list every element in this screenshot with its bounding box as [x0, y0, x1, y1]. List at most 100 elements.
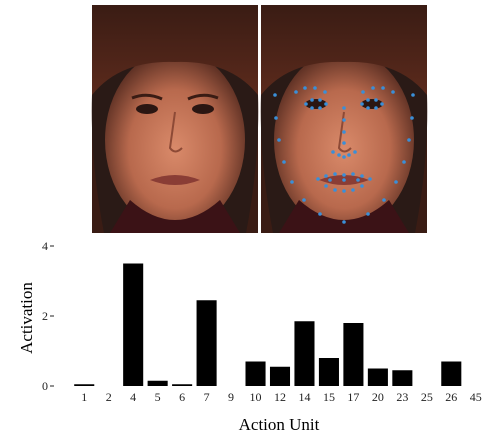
landmark-dot — [360, 184, 364, 188]
bar-au-7 — [196, 300, 217, 386]
bar-au-1 — [74, 384, 95, 386]
landmark-dot — [411, 93, 415, 97]
bar-au-23 — [392, 370, 413, 386]
landmark-dot — [366, 212, 370, 216]
landmark-dot — [302, 198, 306, 202]
x-tick-label: 6 — [179, 390, 185, 404]
landmark-dot — [342, 173, 346, 177]
landmark-dot — [331, 150, 335, 154]
landmark-dot — [323, 90, 327, 94]
y-axis-label: Activation — [17, 282, 36, 354]
bar-au-17 — [343, 323, 364, 386]
y-tick-label: 2 — [42, 309, 48, 323]
landmark-dot — [318, 106, 322, 110]
bar-au-26 — [441, 361, 462, 386]
landmark-dot — [313, 86, 317, 90]
bar-au-4 — [123, 263, 144, 386]
bar-au-14 — [294, 321, 315, 386]
face-photo-landmarks — [260, 5, 428, 233]
landmark-dot — [324, 184, 328, 188]
x-tick-label: 7 — [204, 390, 210, 404]
landmark-dot — [290, 180, 294, 184]
y-tick-label: 4 — [42, 239, 48, 253]
x-axis: 1 2 4 5 6 7 9 10 12 14 15 17 20 23 25 26 45 — [81, 390, 482, 404]
landmark-dot — [277, 138, 281, 142]
landmark-dot — [342, 178, 346, 182]
x-tick-label: 25 — [421, 390, 433, 404]
landmark-dot — [342, 106, 346, 110]
face-photo-plain — [91, 5, 259, 233]
x-tick-label: 1 — [81, 390, 87, 404]
x-tick-label: 20 — [372, 390, 384, 404]
landmark-dot — [366, 106, 370, 110]
landmark-dot — [374, 98, 378, 102]
x-tick-label: 23 — [396, 390, 408, 404]
landmark-dot — [342, 220, 346, 224]
bars — [74, 263, 462, 386]
landmark-dot — [318, 212, 322, 216]
landmark-dot — [361, 90, 365, 94]
landmark-dot — [368, 177, 372, 181]
landmark-dot — [273, 93, 277, 97]
landmark-dot — [374, 106, 378, 110]
x-tick-label: 5 — [155, 390, 161, 404]
y-axis: 0 2 4 — [42, 239, 54, 393]
landmark-dot — [410, 116, 414, 120]
landmark-dot — [294, 90, 298, 94]
bar-au-5 — [147, 380, 168, 386]
x-tick-label: 10 — [250, 390, 262, 404]
landmark-dot — [342, 189, 346, 193]
bar-au-12 — [269, 366, 291, 386]
landmark-dot — [342, 130, 346, 134]
bar-au-20 — [367, 368, 388, 386]
landmark-dot — [371, 86, 375, 90]
x-tick-label: 9 — [228, 390, 234, 404]
landmark-dot — [324, 174, 328, 178]
landmark-dot — [337, 153, 341, 157]
landmark-dot — [303, 86, 307, 90]
landmark-dot — [347, 153, 351, 157]
x-tick-label: 2 — [106, 390, 112, 404]
landmark-dot — [328, 178, 332, 182]
bar-au-15 — [318, 358, 339, 386]
landmark-dot — [380, 102, 384, 106]
landmark-dot — [318, 98, 322, 102]
landmark-dot — [304, 102, 308, 106]
landmark-dot — [342, 141, 346, 145]
x-tick-label: 4 — [130, 390, 136, 404]
landmark-dot — [282, 160, 286, 164]
landmark-dot — [356, 178, 360, 182]
landmark-dot — [353, 150, 357, 154]
bar-au-6 — [172, 384, 193, 386]
landmark-dot — [351, 172, 355, 176]
landmark-dot — [324, 102, 328, 106]
landmark-dot — [391, 90, 395, 94]
landmark-dot — [351, 188, 355, 192]
x-tick-label: 17 — [347, 390, 359, 404]
facial-landmarks — [273, 86, 415, 224]
landmark-dot — [360, 174, 364, 178]
landmark-dot — [316, 177, 320, 181]
bar-au-10 — [245, 361, 266, 386]
landmark-dot — [333, 188, 337, 192]
x-tick-label: 45 — [470, 390, 482, 404]
x-tick-label: 12 — [274, 390, 286, 404]
x-tick-label: 15 — [323, 390, 335, 404]
landmark-dot — [402, 160, 406, 164]
landmark-dot — [360, 102, 364, 106]
landmark-dot — [394, 180, 398, 184]
y-tick-label: 0 — [42, 379, 48, 393]
activation-chart: 024 1 2 4 5 6 7 9 10 12 14 15 17 20 23 25 26 45 Action U… — [17, 239, 482, 434]
landmark-dot — [310, 106, 314, 110]
landmark-dot — [342, 155, 346, 159]
landmark-dot — [381, 86, 385, 90]
landmark-dot — [382, 198, 386, 202]
landmark-dot — [366, 98, 370, 102]
x-axis-label: Action Unit — [239, 415, 320, 434]
face-images — [91, 5, 428, 233]
landmark-dot — [310, 98, 314, 102]
landmark-dot — [274, 116, 278, 120]
x-tick-label: 14 — [298, 390, 310, 404]
landmark-dot — [407, 138, 411, 142]
x-tick-label: 26 — [445, 390, 457, 404]
